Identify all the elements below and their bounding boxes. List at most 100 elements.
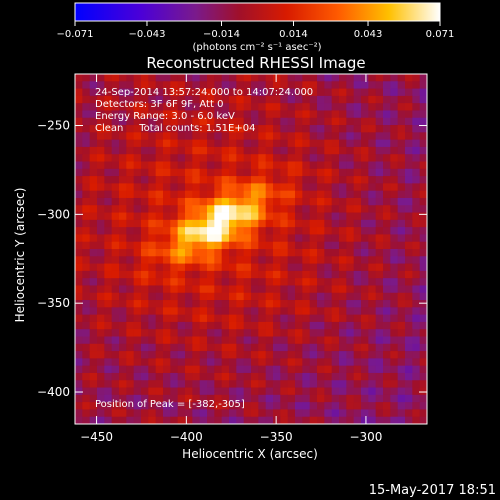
heatmap-cell <box>287 343 296 352</box>
heatmap-cell <box>214 161 223 170</box>
heatmap-cell <box>111 95 120 104</box>
heatmap-cell <box>199 190 208 199</box>
heatmap-cell <box>177 146 186 155</box>
heatmap-cell <box>390 227 399 235</box>
heatmap-cell <box>324 103 333 111</box>
heatmap-cell <box>331 270 340 279</box>
heatmap-cell <box>199 321 208 330</box>
heatmap-cell <box>207 343 215 352</box>
heatmap-cell <box>361 219 369 228</box>
heatmap-cell <box>192 402 201 410</box>
heatmap-cell <box>170 270 179 279</box>
heatmap-cell <box>361 103 369 111</box>
heatmap-cell <box>126 372 135 381</box>
heatmap-cell <box>163 132 171 141</box>
heatmap-cell <box>177 205 186 213</box>
heatmap-cell <box>368 256 377 264</box>
heatmap-cell <box>111 263 120 272</box>
heatmap-cell <box>185 146 193 155</box>
heatmap-cell <box>383 74 391 82</box>
heatmap-cell <box>104 409 113 418</box>
heatmap-cell <box>405 227 413 235</box>
heatmap-cell <box>412 161 421 170</box>
heatmap-cell <box>97 241 105 250</box>
heatmap-cell <box>324 307 333 316</box>
heatmap-cell <box>390 183 399 192</box>
heatmap-cell <box>368 336 377 345</box>
heatmap-cell <box>258 314 267 323</box>
heatmap-cell <box>141 168 149 177</box>
heatmap-cell <box>346 190 355 199</box>
heatmap-cell <box>331 278 340 286</box>
heatmap-cell <box>361 263 369 272</box>
heatmap-cell <box>317 234 325 243</box>
heatmap-cell <box>104 74 113 82</box>
heatmap-cell <box>309 183 318 192</box>
heatmap-cell <box>243 183 252 192</box>
heatmap-cell <box>302 154 311 162</box>
heatmap-cell <box>331 234 340 243</box>
heatmap-cell <box>346 351 355 359</box>
heatmap-cell <box>163 380 171 388</box>
heatmap-cell <box>375 270 384 279</box>
heatmap-cell <box>419 336 428 345</box>
heatmap-cell <box>199 249 208 257</box>
heatmap-cell <box>368 300 377 308</box>
heatmap-cell <box>412 329 421 337</box>
heatmap-cell <box>89 219 98 228</box>
heatmap-cell <box>236 146 245 155</box>
heatmap-cell <box>236 154 245 162</box>
heatmap-cell <box>353 219 362 228</box>
heatmap-cell <box>361 88 369 97</box>
heatmap-cell <box>163 416 171 425</box>
heatmap-cell <box>419 117 428 126</box>
heatmap-cell <box>287 190 296 199</box>
heatmap-cell <box>273 336 281 345</box>
heatmap-cell <box>346 387 355 396</box>
heatmap-cell <box>287 146 296 155</box>
heatmap-cell <box>192 219 201 228</box>
heatmap-cell <box>192 285 201 294</box>
heatmap-cell <box>82 380 91 388</box>
heatmap-cell <box>229 219 237 228</box>
heatmap-cell <box>75 139 83 148</box>
heatmap-cell <box>331 183 340 192</box>
heatmap-cell <box>390 372 399 381</box>
heatmap-cell <box>89 300 98 308</box>
heatmap-cell <box>155 110 164 119</box>
heatmap-cell <box>317 139 325 148</box>
heatmap-cell <box>243 74 252 82</box>
heatmap-cell <box>185 358 193 367</box>
heatmap-cell <box>280 278 289 286</box>
heatmap-cell <box>375 321 384 330</box>
heatmap-cell <box>236 416 245 425</box>
heatmap-cell <box>199 139 208 148</box>
heatmap-cell <box>390 132 399 141</box>
heatmap-cell <box>419 256 428 264</box>
heatmap-cell <box>141 176 149 184</box>
heatmap-cell <box>207 176 215 184</box>
heatmap-cell <box>419 343 428 352</box>
heatmap-cell <box>346 416 355 425</box>
heatmap-cell <box>141 409 149 418</box>
heatmap-cell <box>170 343 179 352</box>
heatmap-cell <box>199 336 208 345</box>
heatmap-cell <box>177 278 186 286</box>
heatmap-cell <box>214 336 223 345</box>
heatmap-cell <box>405 161 413 170</box>
heatmap-cell <box>251 270 259 279</box>
heatmap-cell <box>273 205 281 213</box>
heatmap-cell <box>207 88 215 97</box>
heatmap-cell <box>412 110 421 119</box>
heatmap-cell <box>199 234 208 243</box>
heatmap-cell <box>192 197 201 206</box>
heatmap-cell <box>199 183 208 192</box>
heatmap-cell <box>317 409 325 418</box>
heatmap-cell <box>199 103 208 111</box>
heatmap-cell <box>141 402 149 410</box>
heatmap-cell <box>82 329 91 337</box>
heatmap-cell <box>287 329 296 337</box>
heatmap-cell <box>353 409 362 418</box>
heatmap-cell <box>412 74 421 82</box>
heatmap-cell <box>82 336 91 345</box>
